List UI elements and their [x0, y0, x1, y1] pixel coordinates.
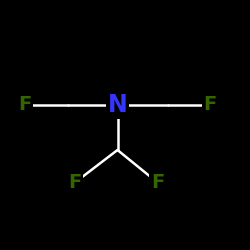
Text: N: N: [108, 93, 128, 117]
Text: F: F: [68, 173, 82, 192]
Text: F: F: [204, 96, 216, 114]
Text: F: F: [18, 96, 32, 114]
Text: F: F: [151, 173, 164, 192]
